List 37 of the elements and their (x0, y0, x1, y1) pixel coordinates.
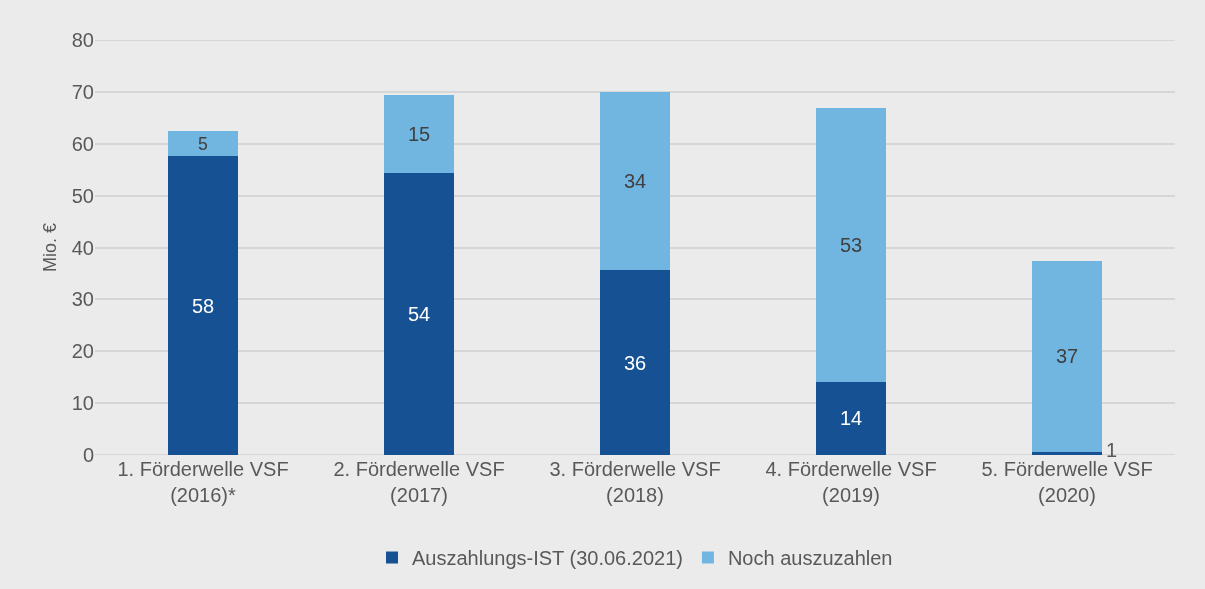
x-tick-label: 4. Förderwelle VSF (2019) (765, 458, 937, 506)
legend-label: Auszahlungs-IST (30.06.2021) (412, 547, 683, 570)
bar (1032, 260, 1102, 452)
bar (600, 91, 670, 271)
bar (816, 381, 886, 455)
data-label: 34 (623, 170, 647, 193)
data-label: 36 (623, 351, 647, 374)
bar (168, 130, 238, 157)
y-axis-title: Mio. € (39, 222, 60, 273)
y-tick-label: 70 (71, 80, 94, 103)
y-tick-label: 40 (71, 236, 94, 259)
x-tick-label: 1. Förderwelle VSF (2016)* (117, 458, 289, 506)
bar (816, 108, 886, 382)
data-label: 5 (198, 133, 209, 154)
y-tick-label: 10 (71, 392, 94, 415)
data-label: 14 (839, 407, 863, 430)
bar (600, 270, 670, 455)
data-label: 15 (407, 123, 431, 146)
y-tick-label: 50 (71, 184, 94, 207)
data-label: 37 (1055, 345, 1079, 368)
y-tick-label: 20 (71, 340, 94, 363)
bar (384, 94, 454, 174)
data-label: 53 (839, 234, 863, 257)
bar (168, 156, 238, 455)
data-label: 1 (1105, 438, 1118, 461)
x-tick-label: 3. Förderwelle VSF (2018) (549, 458, 721, 506)
data-label: 58 (191, 294, 215, 317)
data-label: 54 (407, 303, 431, 326)
bar (1032, 451, 1102, 455)
y-tick-label: 60 (71, 132, 94, 155)
y-tick-label: 0 (82, 444, 94, 466)
x-tick-label: 2. Förderwelle VSF (2017) (333, 458, 505, 506)
x-tick-label: 5. Förderwelle VSF (2020) (981, 458, 1153, 506)
legend-label: Noch auszuzahlen (727, 547, 893, 570)
y-tick-label: 80 (71, 29, 94, 51)
bar (384, 173, 454, 455)
y-tick-label: 30 (71, 288, 94, 311)
